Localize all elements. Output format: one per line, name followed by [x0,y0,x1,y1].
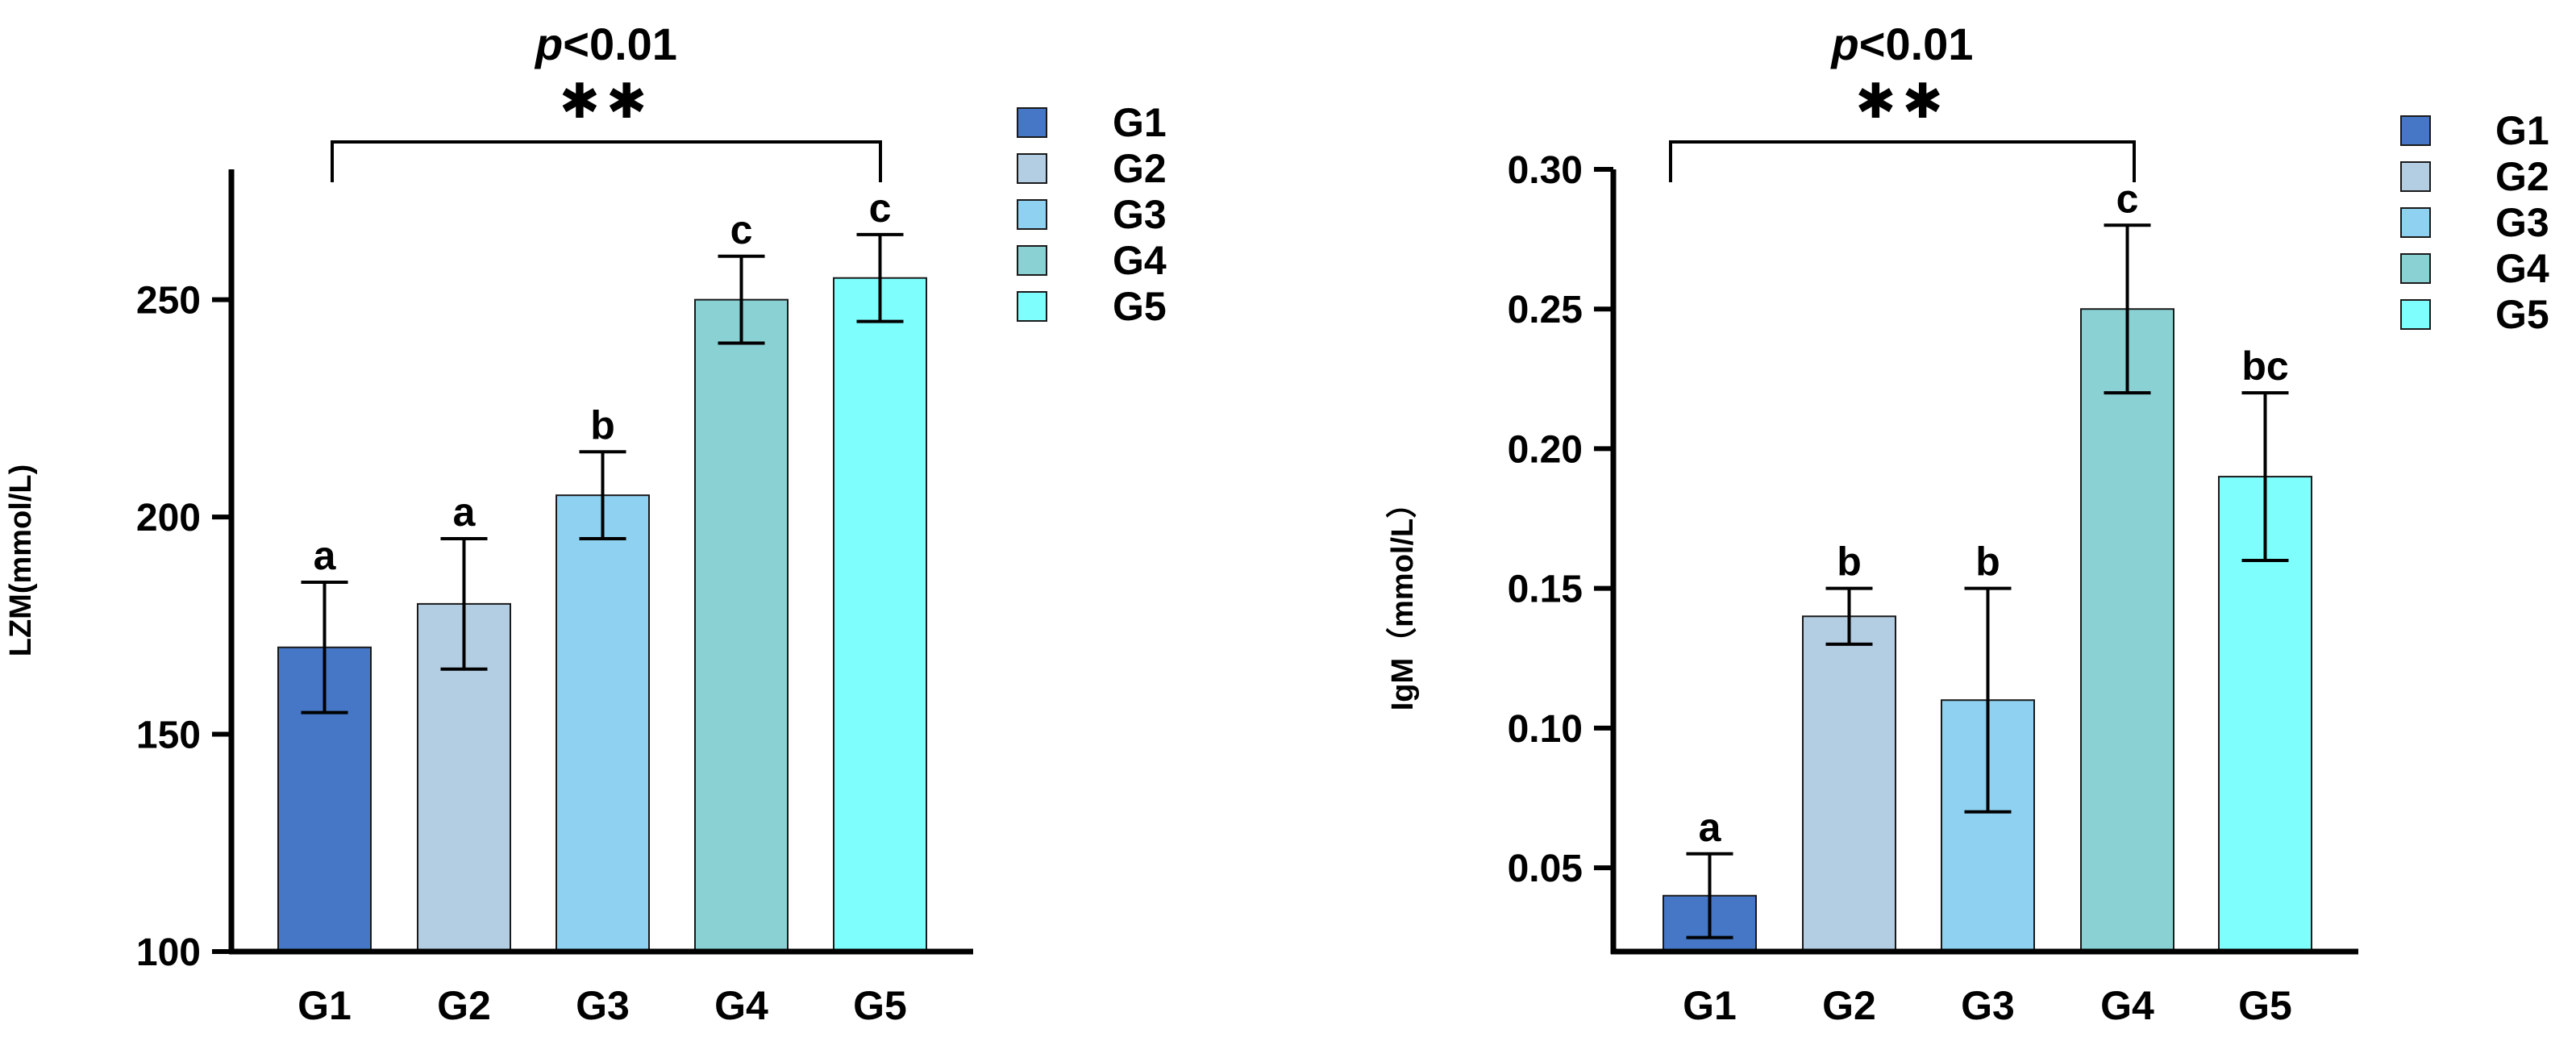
x-tick-label-g3: G3 [1961,983,2015,1028]
y-tick-label: 0.25 [1508,289,1583,331]
p-threshold: <0.01 [1859,19,1974,69]
legend-swatch-g5 [2400,299,2431,330]
y-tick-label: 0.15 [1508,569,1583,611]
sig-letter-g2: b [1837,539,1862,585]
y-tick-label: 0.30 [1508,149,1583,192]
p-symbol: p [1830,19,1859,69]
legend-label-g5: G5 [1113,284,1167,329]
legend-swatch-g4 [2400,253,2431,284]
y-tick-label: 100 [136,931,201,974]
chart-lzm: a G1 a G2 b G3 c G4 c G5 100 150 200 250 LZM(mmol/L) p<… [4,19,1167,1028]
x-tick-label-g2: G2 [1822,983,1876,1028]
y-tick-label: 250 [136,280,201,323]
legend-label-g2: G2 [2495,154,2549,199]
y-axis-label: LZM(mmol/L) [4,464,38,657]
legend-label-g3: G3 [2495,200,2549,245]
bar-g5 [833,277,927,952]
sig-letter-g1: a [314,533,337,578]
bar-g4 [694,298,789,952]
y-tick-label: 0.05 [1508,848,1583,890]
p-symbol: p [534,19,563,69]
legend-swatch-g1 [1017,107,1047,138]
y-axis-label: IgM（mmol/L） [1386,488,1420,711]
x-tick-label-g5: G5 [2238,983,2292,1028]
legend-label-g1: G1 [1113,100,1167,145]
y-tick-label: 0.10 [1508,708,1583,751]
x-tick-label-g4: G4 [714,983,768,1028]
chart-igm: a G1 b G2 b G3 c G4 bc G5 0.05 0.10 0.15 0.20 0.25 0.30… [1386,19,2549,1028]
significance-bracket [331,140,882,182]
bar-g2 [1802,615,1896,952]
sig-letter-g4: c [730,207,753,252]
legend-swatch-g2 [1017,153,1047,184]
sig-letter-g4: c [2116,176,2139,221]
sig-letter-g2: a [453,489,476,535]
x-tick-label-g5: G5 [853,983,907,1028]
legend-label-g3: G3 [1113,192,1167,237]
y-tick-label: 0.20 [1508,428,1583,471]
bar-g4 [2080,308,2174,952]
legend-swatch-g3 [1017,199,1047,230]
legend-swatch-g4 [1017,245,1047,276]
sig-letter-g3: b [590,402,615,448]
legend-swatch-g2 [2400,161,2431,192]
legend-label-g1: G1 [2495,108,2549,153]
p-value-label: p<0.01 [534,19,677,69]
x-tick-label-g1: G1 [1683,983,1737,1028]
legend-swatch-g3 [2400,207,2431,238]
legend-label-g4: G4 [1113,238,1167,283]
sig-letter-g1: a [1699,805,1722,850]
significance-bracket [1669,140,2136,182]
p-threshold: <0.01 [563,19,677,69]
significance-stars: ✱✱ [1855,74,1950,128]
significance-stars: ✱✱ [560,74,654,128]
legend-swatch-g1 [2400,115,2431,146]
p-value-label: p<0.01 [1830,19,1974,69]
bar-g3 [556,494,650,952]
sig-letter-g3: b [1975,539,2000,585]
legend-label-g5: G5 [2495,292,2549,337]
legend-label-g4: G4 [2495,246,2549,291]
y-tick-label: 150 [136,714,201,757]
legend-label-g2: G2 [1113,146,1167,191]
legend-swatch-g5 [1017,291,1047,322]
y-tick-label: 200 [136,497,201,539]
sig-letter-g5: bc [2241,344,2288,389]
x-tick-label-g1: G1 [298,983,352,1028]
x-tick-label-g2: G2 [437,983,491,1028]
sig-letter-g5: c [869,185,892,231]
x-tick-label-g4: G4 [2100,983,2154,1028]
x-tick-label-g3: G3 [576,983,630,1028]
